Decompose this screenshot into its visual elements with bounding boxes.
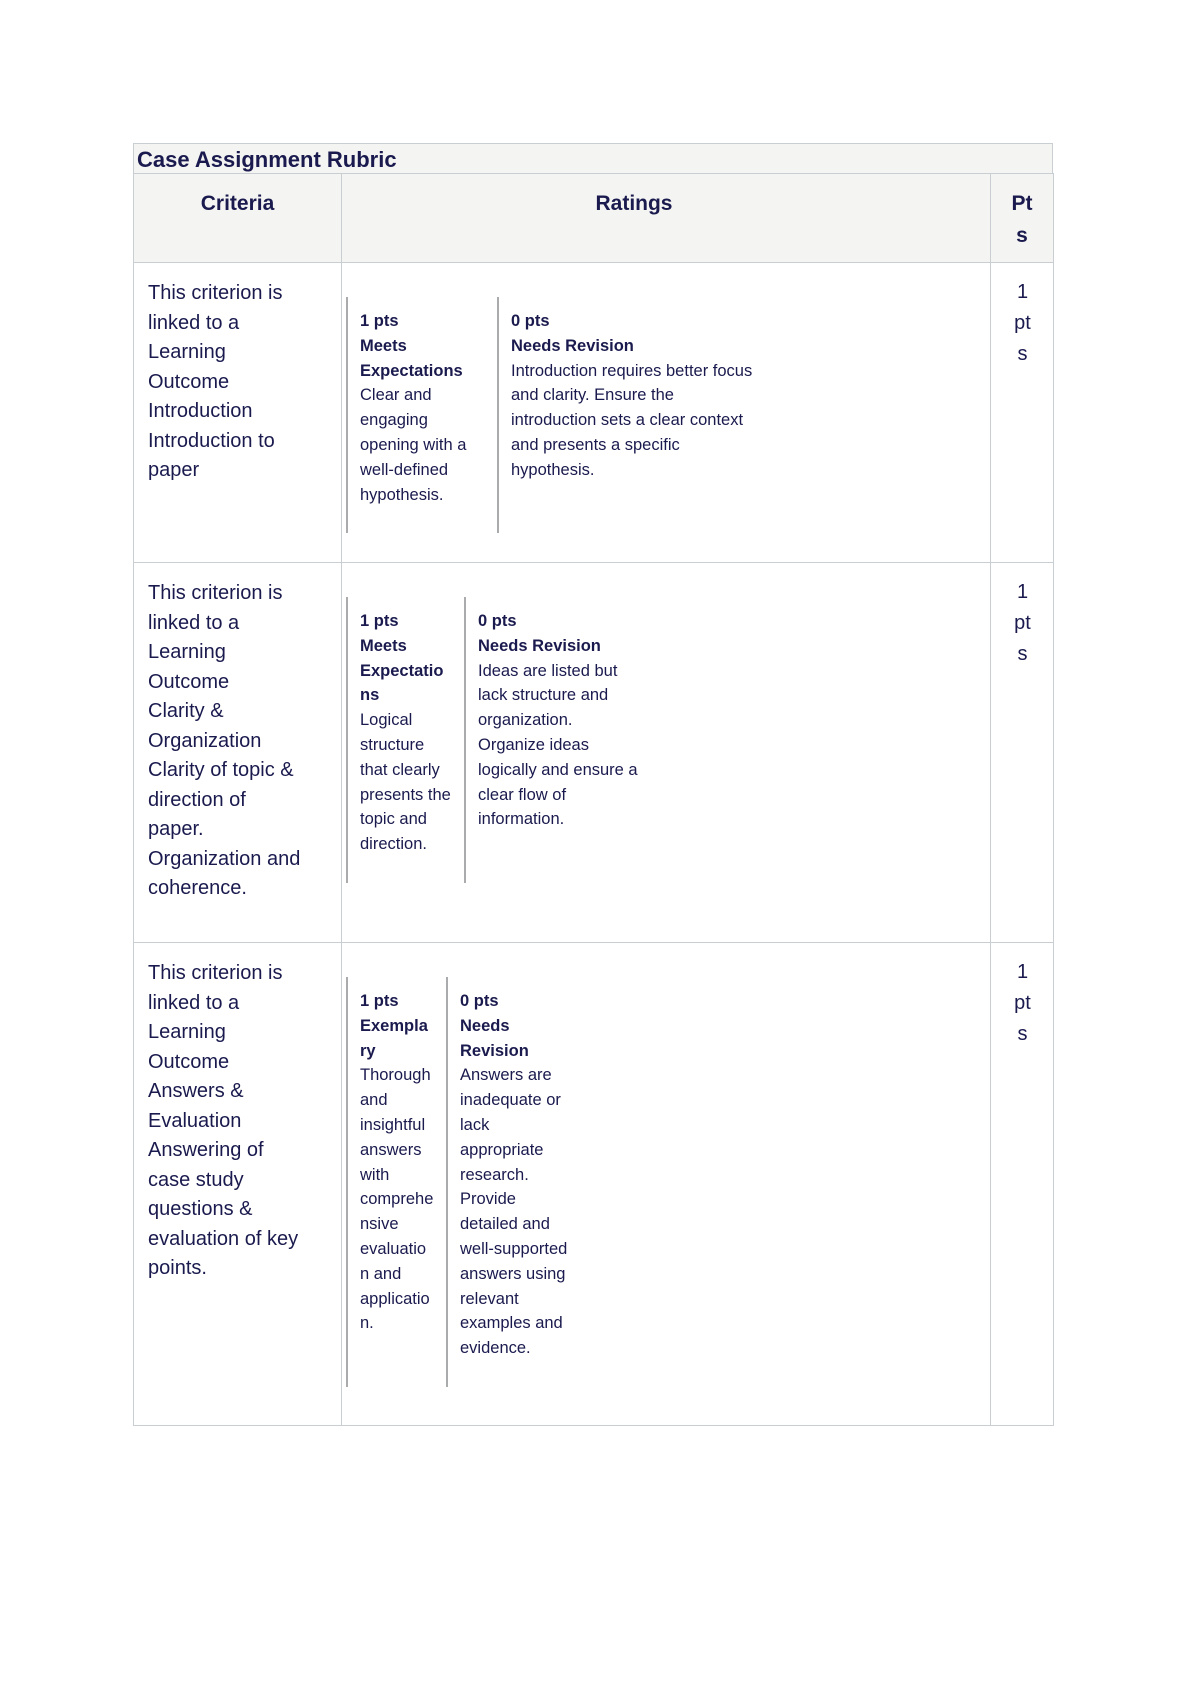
rubric-table: Criteria Ratings Pts This criterion is l…: [133, 173, 1054, 1426]
criterion-linked-text: This criterion is linked to a Learning O…: [148, 282, 283, 393]
rating-option-no-marks: 0 pts Needs Revision Ideas are listed bu…: [464, 597, 650, 883]
criterion-description: Clarity of topic & direction of paper. O…: [148, 759, 301, 899]
rating-title: Needs Revision: [511, 336, 634, 355]
criterion-linked-text: This criterion is linked to a Learning O…: [148, 962, 283, 1073]
points-cell: 1 pts: [990, 942, 1054, 1426]
criterion-description: Answering of case study questions & eval…: [148, 1139, 299, 1279]
ratings-group: 1 pts Meets Expectations Logical structu…: [346, 597, 990, 883]
criterion-description: Introduction to paper: [148, 429, 275, 482]
points-cell: 1 pts: [990, 562, 1054, 943]
rating-title: Needs Revision: [478, 636, 601, 655]
rating-points: 0 pts: [478, 612, 517, 630]
header-pts: Pts: [990, 173, 1054, 263]
rating-points: 0 pts: [511, 312, 550, 330]
rating-points: 0 pts: [460, 992, 499, 1010]
rubric-title: Case Assignment Rubric: [133, 143, 1053, 173]
header-row: Criteria Ratings Pts: [133, 173, 1054, 263]
rating-description: Logical structure that clearly presents …: [360, 711, 451, 854]
points-cell: 1 pts: [990, 262, 1054, 563]
header-ratings: Ratings: [341, 173, 991, 263]
rubric-row-introduction: This criterion is linked to a Learning O…: [133, 262, 1054, 563]
ratings-cell: 1 pts Exemplary Thorough and insightful …: [341, 942, 991, 1426]
ratings-group: 1 pts Exemplary Thorough and insightful …: [346, 977, 990, 1387]
rating-description: Answers are inadequate or lack appropria…: [460, 1066, 568, 1358]
ratings-group: 1 pts Meets Expectations Clear and engag…: [346, 297, 990, 534]
rating-title: Meets Expectations: [360, 336, 463, 380]
criterion-linked-text: This criterion is linked to a Learning O…: [148, 582, 283, 693]
criterion-outcome: Introduction: [148, 400, 253, 422]
rubric-document: Case Assignment Rubric Criteria Ratings …: [133, 143, 1054, 1426]
rating-option-full-marks: 1 pts Meets Expectations Logical structu…: [346, 597, 464, 883]
rating-points: 1 pts: [360, 992, 399, 1010]
rating-description: Thorough and insightful answers with com…: [360, 1066, 434, 1333]
rubric-row-answers-evaluation: This criterion is linked to a Learning O…: [133, 942, 1054, 1426]
rating-title: Meets Expectations: [360, 636, 444, 705]
rating-title: Exemplary: [360, 1016, 428, 1060]
criterion-cell: This criterion is linked to a Learning O…: [133, 262, 342, 563]
rating-title: Needs Revision: [460, 1016, 529, 1060]
rating-description: Clear and engaging opening with a well-d…: [360, 386, 467, 504]
header-criteria: Criteria: [133, 173, 342, 263]
criterion-outcome: Answers & Evaluation: [148, 1080, 244, 1132]
ratings-cell: 1 pts Meets Expectations Clear and engag…: [341, 262, 991, 563]
rating-points: 1 pts: [360, 312, 399, 330]
rating-description: Ideas are listed but lack structure and …: [478, 661, 638, 829]
rating-description: Introduction requires better focus and c…: [511, 361, 753, 479]
rubric-row-clarity-organization: This criterion is linked to a Learning O…: [133, 562, 1054, 943]
ratings-cell: 1 pts Meets Expectations Logical structu…: [341, 562, 991, 943]
rating-option-full-marks: 1 pts Meets Expectations Clear and engag…: [346, 297, 497, 534]
rating-option-no-marks: 0 pts Needs Revision Answers are inadequ…: [446, 977, 580, 1387]
rating-points: 1 pts: [360, 612, 399, 630]
rating-option-full-marks: 1 pts Exemplary Thorough and insightful …: [346, 977, 446, 1387]
criterion-outcome: Clarity & Organization: [148, 700, 262, 752]
criterion-cell: This criterion is linked to a Learning O…: [133, 562, 342, 943]
rating-option-no-marks: 0 pts Needs Revision Introduction requir…: [497, 297, 775, 534]
criterion-cell: This criterion is linked to a Learning O…: [133, 942, 342, 1426]
